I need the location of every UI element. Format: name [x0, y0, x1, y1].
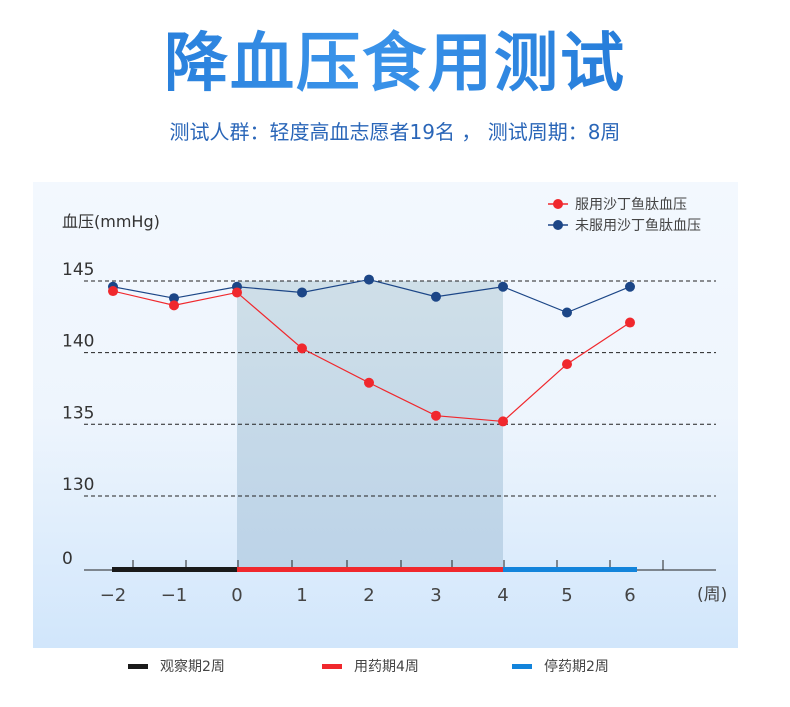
- data-point: [364, 274, 374, 285]
- legend-swatch: [322, 663, 342, 669]
- data-point: [625, 281, 635, 292]
- page-title: 降血压食用测试: [0, 22, 790, 106]
- data-point: [625, 317, 635, 328]
- phase-bar: [112, 567, 237, 572]
- y-tick-label: 145: [62, 260, 94, 280]
- legend-marker: [553, 199, 563, 209]
- y-tick-label: 0: [62, 549, 73, 569]
- data-point: [169, 300, 179, 311]
- data-point: [431, 291, 441, 302]
- shaded-medication-region: [237, 281, 503, 570]
- x-tick-label: −1: [161, 585, 188, 606]
- x-tick-label: 5: [561, 585, 572, 606]
- data-point: [364, 377, 374, 388]
- data-point: [562, 359, 572, 370]
- data-point: [108, 286, 118, 297]
- phase-legend-medicate: 用药期4周: [322, 656, 419, 676]
- data-point: [297, 287, 307, 298]
- data-point: [562, 307, 572, 318]
- y-tick-label: 140: [62, 332, 94, 352]
- data-point: [431, 410, 441, 421]
- phase-legend-stop: 停药期2周: [512, 656, 609, 676]
- legend-label: 未服用沙丁鱼肽血压: [575, 217, 701, 234]
- legend-label: 服用沙丁鱼肽血压: [575, 196, 687, 213]
- data-point: [232, 287, 242, 298]
- phase-legend-observe: 观察期2周: [128, 656, 225, 676]
- phase-bar: [503, 567, 637, 572]
- data-point: [498, 416, 508, 427]
- data-point: [169, 293, 179, 304]
- x-axis-unit: (周): [697, 585, 727, 605]
- y-tick-label: 135: [62, 403, 94, 423]
- y-tick-label: 130: [62, 475, 94, 495]
- data-point: [297, 343, 307, 354]
- x-tick-label: 6: [624, 585, 635, 606]
- x-tick-label: 4: [497, 585, 508, 606]
- phase-bar: [237, 567, 503, 572]
- x-tick-label: −2: [100, 585, 127, 606]
- legend-marker: [553, 220, 563, 230]
- x-tick-label: 3: [430, 585, 441, 606]
- x-tick-label: 0: [231, 585, 242, 606]
- y-axis-label: 血压(mmHg): [62, 212, 160, 231]
- legend-swatch: [128, 663, 148, 669]
- legend-swatch: [512, 663, 532, 669]
- data-point: [498, 281, 508, 292]
- page-subtitle: 测试人群：轻度高血志愿者19名 ， 测试周期：8周: [169, 120, 621, 144]
- x-tick-label: 1: [296, 585, 307, 606]
- x-tick-label: 2: [363, 585, 374, 606]
